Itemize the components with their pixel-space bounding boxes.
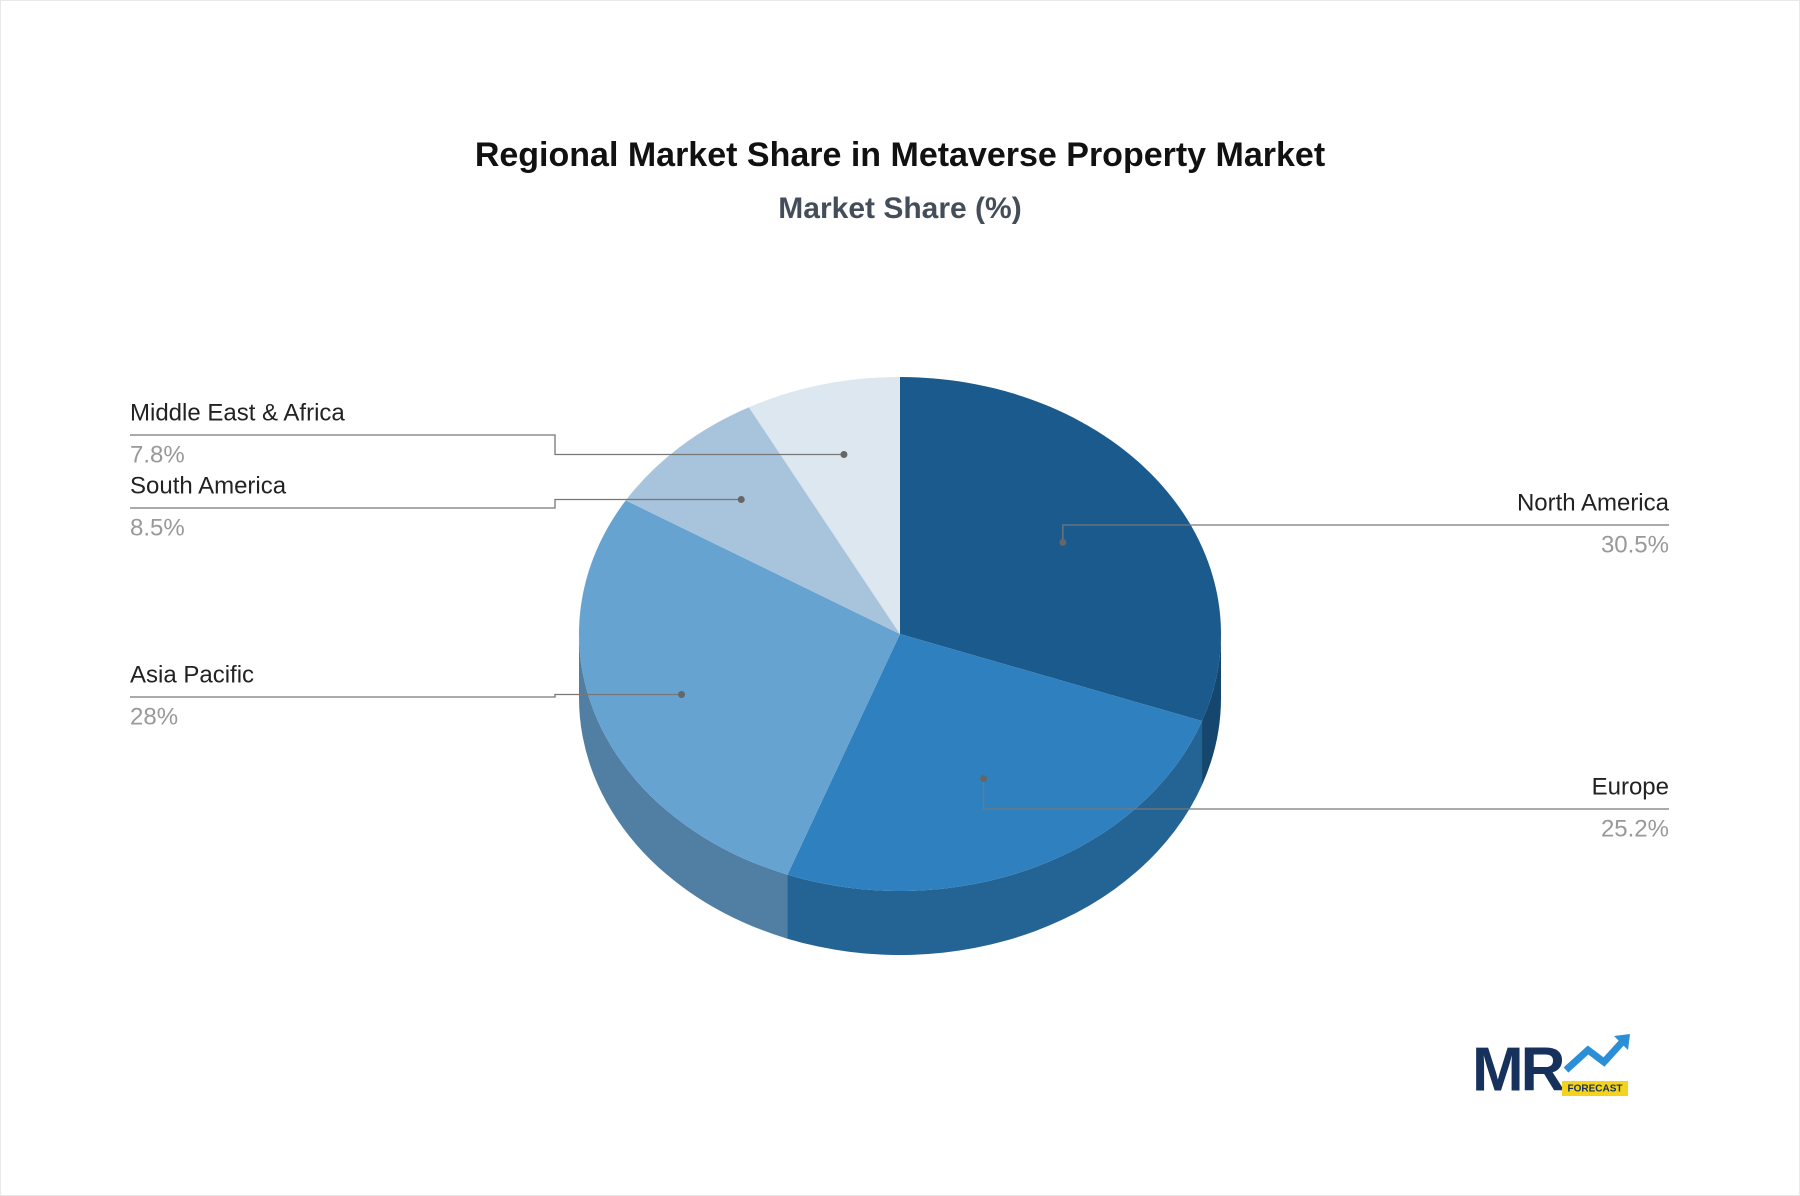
leader-line bbox=[982, 778, 1669, 810]
label-name: Middle East & Africa bbox=[130, 399, 345, 426]
logo-text: MR bbox=[1472, 1035, 1565, 1104]
label-name: South America bbox=[130, 472, 287, 499]
label-value: 25.2% bbox=[1601, 815, 1669, 842]
label-value: 28% bbox=[130, 703, 178, 730]
slice bbox=[787, 634, 1203, 891]
logo-arrow-head bbox=[1614, 1034, 1630, 1050]
leader-dot bbox=[678, 690, 686, 698]
leader-dot bbox=[840, 450, 848, 458]
slice bbox=[578, 500, 900, 875]
slice-side bbox=[787, 721, 1203, 955]
label-name: Europe bbox=[1592, 773, 1669, 800]
slice-side bbox=[1202, 634, 1221, 786]
chart-subtitle: Market Share (%) bbox=[778, 192, 1021, 225]
leader-line bbox=[130, 693, 682, 698]
leader-line bbox=[130, 498, 742, 509]
slice-side bbox=[579, 634, 788, 939]
leader-dot bbox=[1059, 538, 1067, 546]
label-name: Asia Pacific bbox=[130, 661, 254, 688]
chart-title: Regional Market Share in Metaverse Prope… bbox=[475, 136, 1325, 174]
slice bbox=[900, 377, 1221, 722]
slice bbox=[625, 407, 900, 634]
leader-line bbox=[130, 434, 844, 456]
label-value: 8.5% bbox=[130, 514, 185, 541]
logo-tag: FORECAST bbox=[1568, 1084, 1623, 1095]
logo: MR FORECAST bbox=[1472, 1034, 1630, 1104]
leader-line bbox=[1062, 524, 1669, 543]
label-name: North America bbox=[1517, 489, 1670, 516]
logo-tag-bg bbox=[1562, 1081, 1628, 1096]
logo-arrow bbox=[1563, 1037, 1627, 1073]
slice bbox=[748, 377, 900, 634]
label-value: 7.8% bbox=[130, 441, 185, 468]
leader-dot bbox=[980, 775, 988, 783]
label-value: 30.5% bbox=[1601, 531, 1669, 558]
leader-dot bbox=[737, 496, 745, 504]
